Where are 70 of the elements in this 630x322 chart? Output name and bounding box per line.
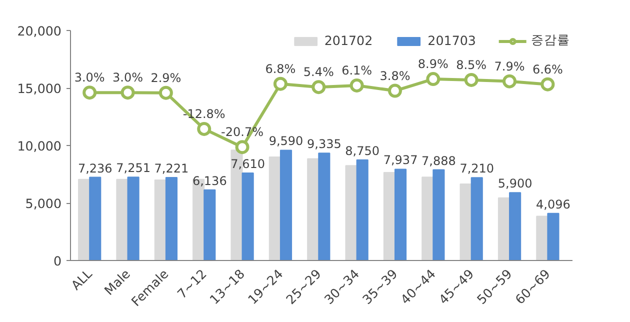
point [502,74,517,88]
point [120,86,135,100]
data-label: 6,136 [192,174,227,188]
data-label: 7,937 [383,153,418,168]
data-label: 7,236 [78,161,112,176]
point [82,86,97,100]
y-tick-label: 10,000 [17,138,62,154]
data-label: 7,251 [116,161,150,176]
y-tick-label: 5,000 [25,196,62,211]
bar [394,168,407,260]
bar [204,189,216,260]
point [540,77,555,92]
data-label: 6.8% [265,62,296,76]
data-label: 8,750 [345,144,380,158]
data-label: 2.9% [150,70,182,85]
bar [318,152,330,260]
legend-label: 증감률 [531,32,570,49]
bar [127,176,140,260]
point [464,72,478,87]
point [426,72,440,86]
point [235,140,250,154]
bar [242,172,254,260]
point [312,80,326,94]
bar [383,172,396,260]
bar [509,192,522,260]
bar [356,159,368,260]
data-label: 9,335 [306,137,342,152]
data-label: 7,610 [230,156,266,171]
data-label: 7,221 [154,161,189,176]
point [388,84,402,98]
bar [78,178,90,260]
data-label: 3.0% [112,70,144,85]
bar [280,150,292,260]
bar [460,184,472,260]
data-label: 9,590 [268,134,304,148]
bar [165,176,178,260]
y-tick-label: 20,000 [17,24,62,38]
data-label: 3.0% [74,70,105,85]
bar [536,216,548,260]
legend-label: 201703 [428,33,476,48]
data-label: 7,210 [460,162,494,176]
data-label: 8.5% [456,58,487,72]
data-label: 7.9% [494,59,525,74]
bar [498,197,510,260]
bar [345,165,358,260]
data-label: 8.9% [418,57,448,72]
bar [268,156,281,260]
bar [422,176,434,260]
x-tick-label: ALL [68,266,95,293]
bar [547,212,560,260]
bar [470,177,483,260]
point [197,122,212,136]
bar [307,158,320,260]
data-label: 6.1% [342,63,372,78]
bar [116,178,128,260]
y-tick-label: 15,000 [17,81,62,96]
data-label: 4,096 [536,197,570,212]
data-label: 3.8% [380,68,410,83]
data-label: 6.6% [532,62,563,76]
data-label: 5,900 [498,176,532,191]
bar [432,169,445,260]
point [158,86,173,100]
point [350,78,364,92]
bar [154,180,166,260]
legend-label: 201702 [324,33,373,48]
data-label: 5.4% [303,65,334,80]
bar [89,176,102,260]
data-label: 7,888 [422,154,456,168]
point [273,76,288,91]
y-tick-label: 0 [53,254,62,268]
